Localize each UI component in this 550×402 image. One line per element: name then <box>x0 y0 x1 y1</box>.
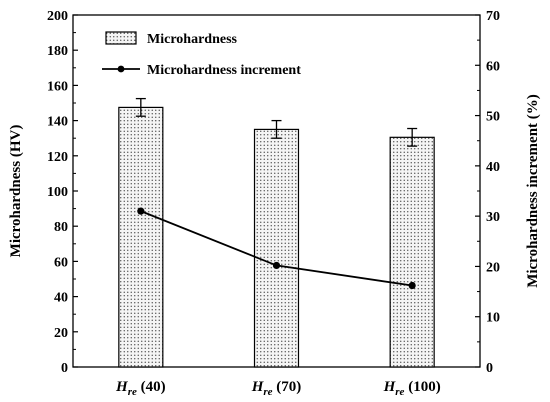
left-tick-label: 40 <box>54 291 68 306</box>
bar <box>253 128 300 368</box>
left-axis-ticks: 0 20 40 60 80 100 120 140 160 180 200 <box>47 9 78 376</box>
bar <box>118 106 164 368</box>
bar-series <box>118 97 435 368</box>
left-tick-label: 0 <box>61 361 68 376</box>
right-tick-label: 10 <box>486 311 500 326</box>
left-tick-label: 180 <box>47 44 68 59</box>
error-bar <box>135 97 146 117</box>
legend-bar-label: Microhardness <box>147 32 238 47</box>
bar <box>389 136 435 368</box>
line-point <box>408 281 416 290</box>
left-tick-label: 60 <box>54 255 68 270</box>
left-tick-label: 100 <box>47 185 68 200</box>
right-tick-label: 40 <box>486 160 500 175</box>
category-label: Hre (40) <box>115 379 166 398</box>
category-labels: Hre (40) Hre (70) Hre (100) <box>115 379 441 398</box>
legend-line-marker <box>117 65 125 73</box>
line-point <box>272 261 281 270</box>
error-bar <box>271 119 282 139</box>
right-tick-label: 0 <box>486 361 493 376</box>
right-tick-label: 30 <box>486 210 500 225</box>
left-tick-label: 80 <box>54 220 68 235</box>
legend-bar-swatch <box>105 31 137 45</box>
right-tick-label: 60 <box>486 59 500 74</box>
right-axis-ticks: 0 10 20 30 40 50 60 70 <box>475 9 500 376</box>
category-label: Hre (100) <box>383 379 441 398</box>
left-tick-label: 20 <box>54 326 68 341</box>
error-bar <box>407 127 418 147</box>
right-tick-label: 70 <box>486 9 500 24</box>
legend: Microhardness Microhardness increment <box>102 31 301 78</box>
left-tick-label: 120 <box>47 150 68 165</box>
left-tick-label: 160 <box>47 79 68 94</box>
y-axis-title-right: Microhardness increment (%) <box>525 94 541 288</box>
right-tick-label: 50 <box>486 110 500 125</box>
category-label: Hre (70) <box>251 379 302 398</box>
line-series <box>137 207 416 290</box>
left-tick-label: 140 <box>47 115 68 130</box>
line-point <box>137 207 145 215</box>
right-tick-label: 20 <box>486 260 500 275</box>
left-tick-label: 200 <box>47 9 68 24</box>
legend-line-label: Microhardness increment <box>147 63 301 78</box>
y-axis-title-left: Microhardness (HV) <box>8 125 24 258</box>
